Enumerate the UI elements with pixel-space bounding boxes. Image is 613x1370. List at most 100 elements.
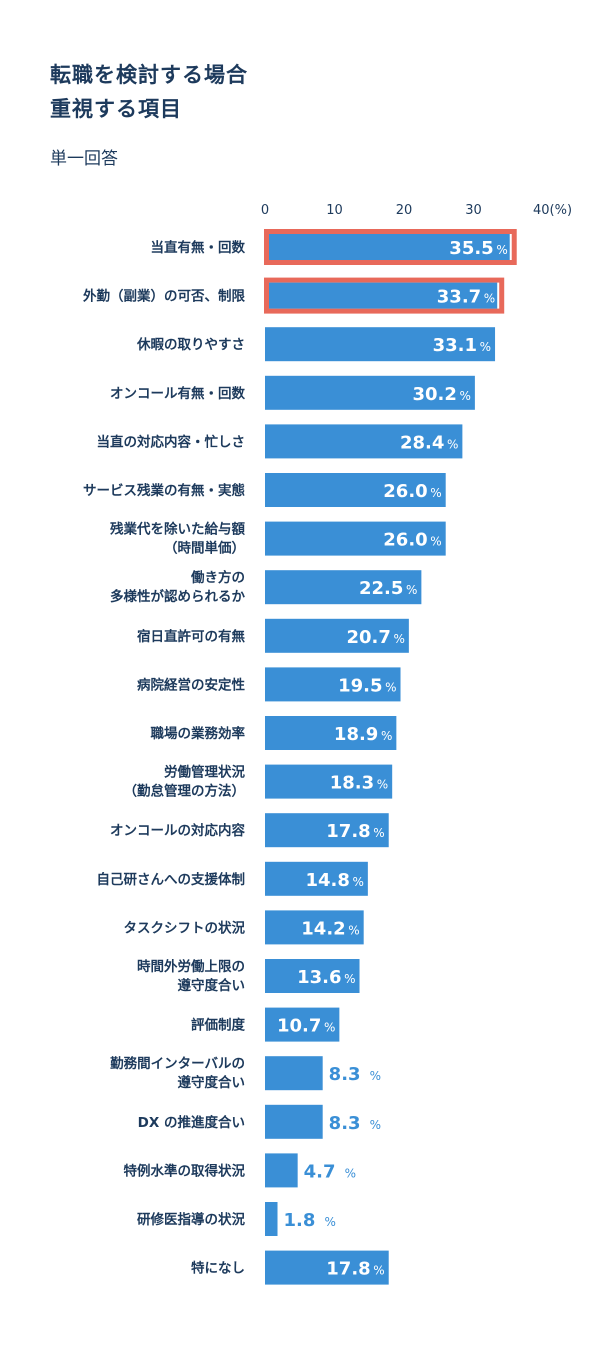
category-label: 外勤（副業）の可否、制限 [83,288,245,305]
value-label: 33.1 [433,335,477,356]
value-unit: % [430,486,441,500]
value-label: 8.3 [329,1064,361,1085]
value-unit: % [480,340,491,354]
category-labels: 当直有無・回数外勤（副業）の可否、制限休暇の取りやすさオンコール有無・回数当直の… [83,239,245,1277]
value-label: 17.8 [326,1259,370,1280]
value-unit: % [345,1166,356,1180]
value-label: 14.2 [301,918,345,939]
value-unit: % [381,729,392,743]
bar [265,327,496,362]
bar [265,716,397,750]
bar [265,1056,323,1091]
value-unit: % [406,583,417,597]
x-tick-label: 10 [326,203,343,218]
value-unit: % [352,875,363,889]
value-label: 19.5 [338,675,382,696]
bar [269,282,498,309]
category-label: 多様性が認められるか [110,588,245,605]
value-label: 26.0 [383,481,427,502]
category-label: 当直有無・回数 [151,239,246,256]
category-label: 当直の対応内容・忙しさ [97,433,246,450]
value-labels: 35.5 %33.7 %33.1 %30.2 %28.4 %26.0 %26.0 %22.5%… [277,238,508,1280]
value-label: 18.9 [334,724,378,745]
bar [265,1007,340,1042]
category-label: （時間単価） [164,540,245,557]
value-label: 17.8 [326,821,370,842]
bar-highlight-frame [264,229,517,265]
bar [265,764,393,799]
category-label: 働き方の [190,569,245,586]
value-label: 4.7 [304,1161,336,1182]
value-label: 26.0 [383,530,427,551]
chart-title: 転職を検討する場合 重視する項目 [50,58,248,126]
bar [265,667,401,702]
value-unit: % [324,1021,335,1035]
bar [265,618,409,653]
category-label: 残業代を除いた給与額 [110,521,245,538]
value-label: 22.5 [359,578,403,599]
bar [265,813,389,848]
bar [265,375,475,410]
value-unit: % [348,923,359,937]
bar [265,1153,298,1188]
bar [265,521,446,556]
value-unit: % [344,972,355,986]
category-label: 時間外労働上限の [137,958,245,975]
value-unit: % [385,680,396,694]
bar [265,1202,278,1236]
bar [265,910,364,945]
bar [265,424,463,459]
category-label: （勤怠管理の方法） [124,783,246,800]
value-unit: % [484,292,495,306]
value-unit: % [377,778,388,792]
value-unit: % [459,389,470,403]
x-tick-label: 20 [396,203,413,218]
bar [265,1250,389,1285]
bar [269,234,510,260]
value-label: 20.7 [346,627,390,648]
value-unit: % [393,632,404,646]
value-label: 30.2 [412,384,456,405]
x-tick-label: 0 [261,203,269,218]
value-label: 13.6 [297,967,341,988]
bar [265,473,446,507]
category-label: サービス残業の有無・実態 [83,482,245,499]
value-unit: % [370,1118,381,1132]
x-tick-label: 30 [465,203,482,218]
value-label: 14.8 [305,870,349,891]
value-label: 35.5 [449,238,493,259]
value-label: 8.3 [329,1113,361,1134]
category-label: 遵守度合い [178,1074,246,1091]
category-label: 労働管理状況 [164,764,245,781]
chart-title-line-2: 重視する項目 [50,97,182,121]
value-unit: % [373,1264,384,1278]
chart-title-line-1: 転職を検討する場合 [50,63,248,87]
category-label: 評価制度 [191,1017,245,1034]
bar [265,1104,323,1139]
category-label: オンコール有無・回数 [110,385,245,402]
category-label: 職場の業務効率 [151,725,246,742]
category-label: 研修医指導の状況 [137,1211,245,1228]
value-label: 18.3 [330,773,374,794]
category-label: 休暇の取りやすさ [136,336,245,353]
bar [265,959,360,993]
value-unit: % [496,243,507,257]
bars [264,229,517,1285]
value-unit: % [373,826,384,840]
category-label: 自己研さんへの支援体制 [97,871,246,888]
category-label: オンコールの対応内容 [110,822,245,839]
bar [265,570,422,605]
category-label: 遵守度合い [178,977,246,994]
category-label: DX の推進度合い [138,1114,245,1131]
value-unit: % [430,535,441,549]
category-label: 特例水準の取得状況 [124,1162,246,1179]
category-label: タスクシフトの状況 [124,919,246,936]
value-unit: % [447,437,458,451]
category-label: 特になし [191,1260,245,1277]
value-unit: % [325,1215,336,1229]
value-label: 28.4 [400,432,444,453]
value-unit: % [370,1069,381,1083]
category-label: 病院経営の安定性 [137,676,245,693]
x-axis-ticks: 0 10 20 30 40(%) [261,203,572,218]
